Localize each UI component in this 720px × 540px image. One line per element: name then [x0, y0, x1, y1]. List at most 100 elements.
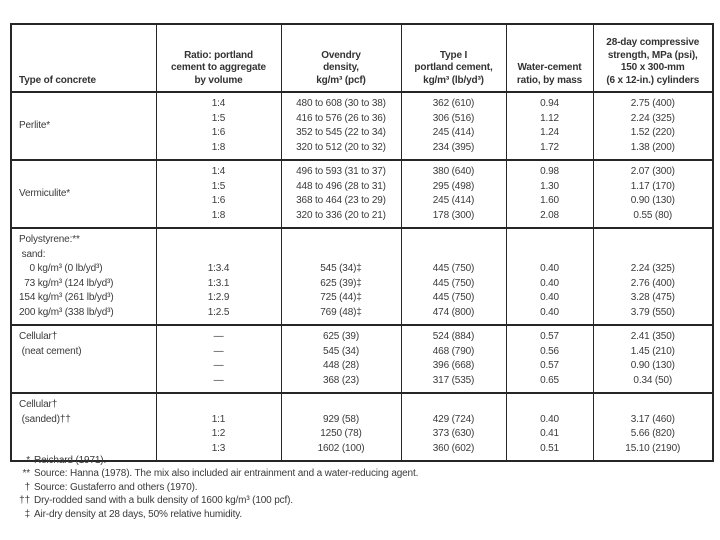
column-header-2: Ovendry density, kg/m³ (pcf)	[280, 23, 402, 93]
header-line: strength, MPa (psi),	[607, 49, 698, 61]
concrete-type-label: Cellular† (neat cement)	[10, 324, 157, 394]
value-line: 15.10 (2190)	[625, 442, 681, 454]
value-line: 625 (39)‡	[320, 277, 362, 289]
concrete-type-label: Perlite*	[10, 91, 157, 161]
header-line: kg/m³ (pcf)	[316, 74, 366, 86]
column-header-1: Ratio: portland cement to aggregate by vol…	[155, 23, 282, 93]
vermiculite-cement-cell: 380 (640) 295 (498) 245 (414) 178 (300)	[400, 159, 507, 229]
value-line: 625 (39)	[322, 331, 360, 342]
perlite-density-cell: 480 to 608 (30 to 38) 416 to 576 (26 to 3…	[280, 91, 402, 161]
value-line: —	[213, 345, 224, 357]
table-body: Perlite* 1:4 1:5 1:6 1:8 480 to 608 (30 to 38…	[10, 91, 714, 462]
section-row-cellular-sanded: Cellular† (sanded)†† 1:1 1:2 1:3 929 (58) 1…	[10, 392, 714, 462]
header-line: Water-cement	[517, 62, 582, 73]
value-line: 480 to 608 (30 to 38)	[296, 98, 386, 109]
footnote-4: ‡ Air-dry density at 28 days, 50% relativ…	[6, 508, 706, 521]
polystyrene-water_cement-cell: 0.40 0.40 0.40 0.40	[505, 227, 594, 326]
value-line: —	[213, 360, 224, 371]
footnote-1: ** Source: Hanna (1978). The mix also inc…	[6, 467, 706, 480]
perlite-cement-cell: 362 (610) 306 (516) 245 (414) 234 (395)	[400, 91, 507, 161]
value-line	[284, 233, 399, 248]
value-line: 1:5	[211, 112, 226, 124]
footnote-text: Dry-rodded sand with a bulk density of 1…	[34, 495, 293, 507]
header-row: Type of concrete Ratio: portland cement to…	[10, 23, 714, 93]
header-line: density,	[323, 62, 359, 73]
value-line: 0.40	[540, 413, 559, 425]
value-line: 1.24	[540, 127, 559, 138]
value-line: 416 to 576 (26 to 36)	[296, 112, 386, 124]
label-line: sand:	[19, 248, 46, 260]
footnote-3: †† Dry-rodded sand with a bulk density of…	[6, 494, 706, 507]
value-line: 1.17 (170)	[630, 180, 675, 192]
value-line: 3.28 (475)	[630, 292, 675, 303]
value-line: 352 to 545 (22 to 34)	[296, 127, 386, 138]
value-line: 373 (630)	[432, 428, 475, 439]
value-line: 0.90 (130)	[630, 360, 675, 371]
cellular-neat-ratio-cell: — — — —	[155, 324, 282, 394]
value-line: 317 (535)	[432, 374, 475, 386]
value-line: 0.40	[540, 306, 559, 318]
header-line: kg/m³ (lb/yd³)	[423, 74, 484, 86]
polystyrene-ratio-cell: 1:3.4 1:3.1 1:2.9 1:2.5	[155, 227, 282, 326]
cellular-sanded-strength-cell: 3.17 (460) 5.66 (820) 15.10 (2190)	[592, 392, 714, 462]
value-line	[596, 233, 711, 248]
value-line: 2.08	[540, 209, 559, 221]
perlite-ratio-cell: 1:4 1:5 1:6 1:8	[155, 91, 282, 161]
value-line: 0.40	[540, 292, 559, 303]
value-line: 0.40	[540, 277, 559, 289]
header-line: by volume	[194, 74, 243, 86]
value-line: 1:2.9	[207, 292, 230, 303]
vermiculite-density-cell: 496 to 593 (31 to 37) 448 to 496 (28 to 3…	[280, 159, 402, 229]
value-line: 725 (44)‡	[320, 292, 362, 303]
value-line: 1.60	[540, 195, 559, 206]
column-header-4: Water-cement ratio, by mass	[505, 23, 594, 93]
value-line: 0.57	[540, 360, 559, 371]
value-line	[284, 398, 399, 413]
cellular-sanded-cement-cell: 429 (724) 373 (630) 360 (602)	[400, 392, 507, 462]
value-line: 1602 (100)	[317, 442, 365, 454]
concrete-table: Type of concrete Ratio: portland cement to…	[10, 23, 714, 462]
value-line: 320 to 336 (20 to 21)	[296, 209, 386, 221]
value-line: 320 to 512 (20 to 32)	[296, 141, 386, 153]
header-line: Type I	[439, 49, 468, 61]
value-line: 1:5	[211, 180, 226, 192]
value-line: 445 (750)	[432, 292, 475, 303]
header-line: Type of concrete	[19, 74, 96, 86]
value-line: 545 (34)	[322, 345, 360, 357]
value-line: 0.41	[540, 428, 559, 439]
label-line: Perlite*	[19, 119, 51, 131]
value-line: 0.65	[540, 374, 559, 386]
value-line: 2.07 (300)	[630, 166, 675, 177]
polystyrene-strength-cell: 2.24 (325) 2.76 (400) 3.28 (475) 3.79 (550)	[592, 227, 714, 326]
value-line: 2.24 (325)	[630, 112, 675, 124]
value-line: 396 (668)	[432, 360, 475, 371]
footnote-0: * Reichard (1971).	[6, 454, 706, 467]
header-line: 150 x 300-mm	[620, 62, 685, 73]
section-row-cellular-neat: Cellular† (neat cement) — — — — 625 (39) 545 (…	[10, 324, 714, 394]
value-line: 2.41 (350)	[630, 331, 675, 342]
value-line: 1:8	[211, 141, 226, 153]
value-line: 1.45 (210)	[630, 345, 675, 357]
value-line: 1.12	[540, 112, 559, 124]
value-line: 3.17 (460)	[630, 413, 675, 425]
value-line: 1.30	[540, 180, 559, 192]
value-line: 0.57	[540, 331, 559, 342]
polystyrene-density-cell: 545 (34)‡ 625 (39)‡ 725 (44)‡ 769 (48)‡	[280, 227, 402, 326]
value-line: 1:8	[211, 209, 226, 221]
value-line: 380 (640)	[432, 166, 475, 177]
value-line: 2.75 (400)	[630, 98, 675, 109]
value-line: 306 (516)	[432, 112, 475, 124]
footnote-text: Source: Hanna (1978). The mix also inclu…	[34, 468, 419, 480]
footnote-marker: *	[26, 455, 30, 466]
header-line: ratio, by mass	[516, 74, 583, 86]
value-line: 362 (610)	[432, 98, 475, 109]
value-line: 0.98	[540, 166, 559, 177]
value-line: 0.56	[540, 345, 559, 357]
label-line: Cellular†	[19, 399, 58, 410]
value-line: 429 (724)	[432, 413, 475, 425]
value-line: 524 (884)	[432, 331, 475, 342]
value-line: 1:6	[211, 195, 226, 206]
value-line: 2.76 (400)	[630, 277, 675, 289]
value-line: 1:3	[211, 442, 226, 454]
